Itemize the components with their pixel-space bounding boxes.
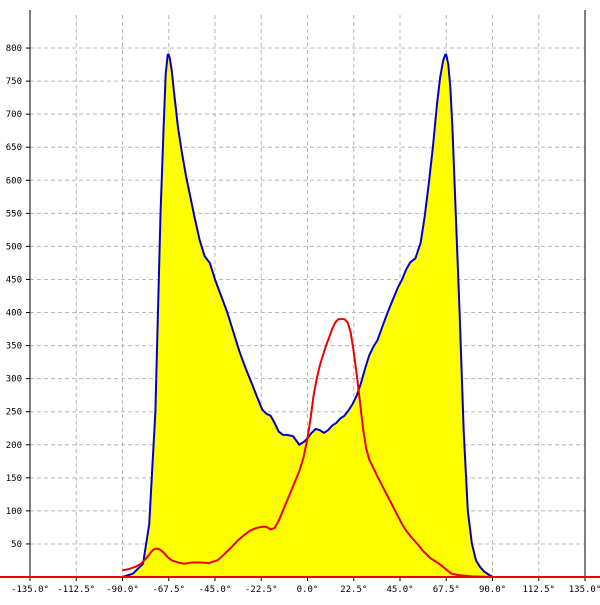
y-tick-label: 150 (6, 474, 22, 484)
x-tick-label: 67.5° (433, 585, 460, 595)
x-tick-label: 90.0° (479, 585, 506, 595)
y-tick-label: 550 (6, 209, 22, 219)
area-layer (122, 54, 493, 578)
axis-layer (0, 10, 600, 581)
x-tick-label: 45.0° (386, 585, 413, 595)
x-tick-label: -135.0° (11, 585, 49, 595)
x-tick-label: -112.5° (57, 585, 95, 595)
y-tick-label: 200 (6, 441, 22, 451)
x-tick-label: 135.0° (569, 585, 600, 595)
series-line-red (122, 318, 493, 578)
y-tick-label: 400 (6, 309, 22, 319)
x-tick-label: -67.5° (152, 585, 185, 595)
y-tick-label: 350 (6, 342, 22, 352)
y-tick-label: 600 (6, 176, 22, 186)
y-tick-label: 650 (6, 143, 22, 153)
y-tick-label: 50 (11, 540, 22, 550)
y-tick-label: 100 (6, 507, 22, 517)
y-tick-label: 500 (6, 242, 22, 252)
x-tick-label: -45.0° (199, 585, 232, 595)
y-tick-label: 750 (6, 77, 22, 87)
label-layer: 50 100 150 200 250 300 350 400 450 500 550 600 650 70… (6, 44, 600, 595)
y-tick-label: 250 (6, 408, 22, 418)
x-tick-label: 112.5° (522, 585, 555, 595)
x-tick-label: -22.5° (245, 585, 278, 595)
line-layer (122, 53, 494, 578)
series-area-fill (122, 54, 493, 578)
x-tick-label: 0.0° (297, 585, 319, 595)
y-tick-label: 700 (6, 110, 22, 120)
y-tick-label: 300 (6, 375, 22, 385)
y-tick-label: 800 (6, 44, 22, 54)
x-tick-label: -90.0° (106, 585, 139, 595)
y-tick-label: 450 (6, 275, 22, 285)
x-tick-label: 22.5° (340, 585, 367, 595)
series-line-blue (122, 53, 494, 578)
